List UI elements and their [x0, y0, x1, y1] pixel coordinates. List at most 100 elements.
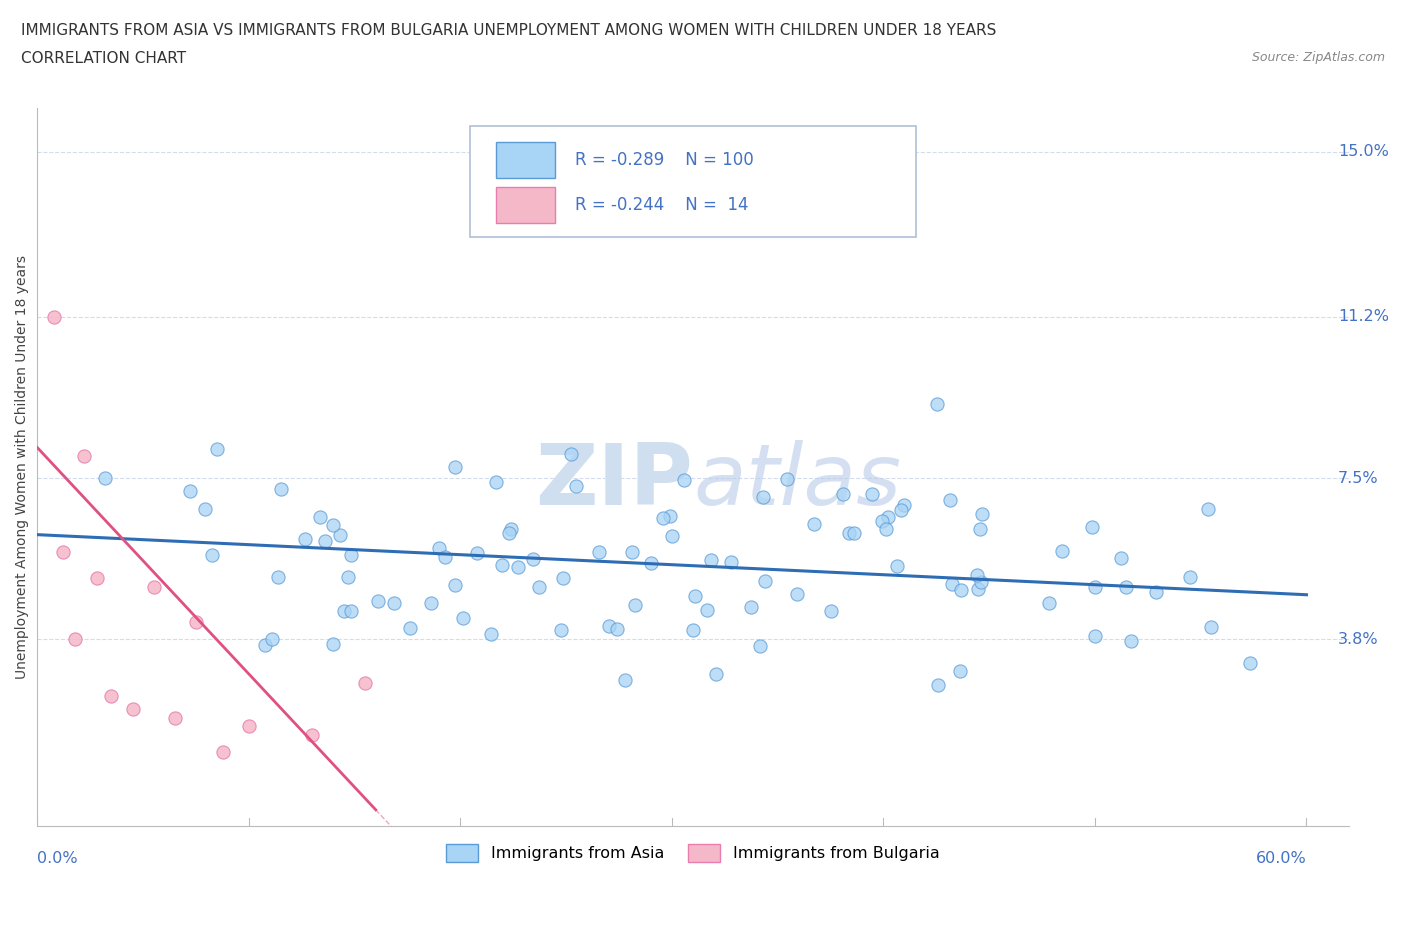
Point	[613, 672, 636, 687]
Point	[205, 441, 228, 456]
FancyBboxPatch shape	[496, 187, 555, 223]
Text: Source: ZipAtlas.com: Source: ZipAtlas.com	[1251, 51, 1385, 64]
Point	[1038, 595, 1060, 610]
Point	[620, 544, 643, 559]
Point	[86, 571, 108, 586]
Point	[1084, 579, 1107, 594]
Point	[52, 545, 75, 560]
Point	[100, 688, 122, 703]
Point	[309, 510, 332, 525]
Point	[1081, 520, 1104, 535]
Point	[444, 578, 467, 592]
Point	[506, 560, 529, 575]
Text: 3.8%: 3.8%	[1339, 631, 1379, 646]
Point	[838, 525, 860, 540]
Point	[322, 517, 344, 532]
Point	[163, 711, 186, 725]
FancyBboxPatch shape	[496, 141, 555, 178]
Point	[314, 534, 336, 549]
Text: atlas: atlas	[693, 440, 901, 523]
Point	[73, 449, 96, 464]
Point	[950, 583, 973, 598]
Point	[481, 626, 503, 641]
Text: 7.5%: 7.5%	[1339, 471, 1379, 485]
Point	[212, 745, 235, 760]
Text: 15.0%: 15.0%	[1339, 144, 1389, 159]
Point	[420, 595, 443, 610]
Point	[776, 472, 799, 486]
Text: 11.2%: 11.2%	[1339, 310, 1389, 325]
Point	[969, 522, 991, 537]
Point	[754, 573, 776, 588]
Y-axis label: Unemployment Among Women with Children Under 18 years: Unemployment Among Women with Children U…	[15, 255, 30, 679]
Text: R = -0.244    N =  14: R = -0.244 N = 14	[575, 196, 748, 214]
Point	[786, 587, 808, 602]
Point	[1197, 501, 1219, 516]
Point	[925, 396, 948, 411]
Point	[606, 621, 628, 636]
Point	[322, 636, 344, 651]
Point	[333, 604, 356, 618]
Point	[972, 507, 994, 522]
Point	[337, 569, 360, 584]
Point	[201, 547, 224, 562]
Point	[939, 492, 962, 507]
Point	[1146, 585, 1168, 600]
Point	[740, 599, 762, 614]
Point	[890, 502, 912, 517]
Point	[860, 486, 883, 501]
Point	[1239, 656, 1261, 671]
Point	[820, 604, 842, 618]
Point	[329, 527, 352, 542]
Point	[260, 632, 283, 647]
Text: IMMIGRANTS FROM ASIA VS IMMIGRANTS FROM BULGARIA UNEMPLOYMENT AMONG WOMEN WITH C: IMMIGRANTS FROM ASIA VS IMMIGRANTS FROM …	[21, 23, 997, 38]
Point	[700, 553, 723, 568]
Point	[683, 588, 706, 603]
Point	[179, 484, 201, 498]
Point	[661, 528, 683, 543]
Point	[1121, 633, 1143, 648]
Point	[253, 638, 276, 653]
Point	[340, 548, 363, 563]
Point	[367, 593, 389, 608]
Point	[704, 667, 727, 682]
Point	[832, 486, 855, 501]
Point	[354, 675, 377, 690]
Point	[427, 540, 450, 555]
Point	[485, 475, 508, 490]
Point	[399, 621, 422, 636]
Point	[382, 595, 405, 610]
Point	[498, 525, 520, 540]
Point	[491, 557, 513, 572]
Point	[184, 615, 207, 630]
Point	[565, 478, 588, 493]
Point	[121, 701, 143, 716]
Text: 60.0%: 60.0%	[1256, 851, 1306, 867]
Point	[551, 570, 574, 585]
Point	[451, 611, 474, 626]
Point	[682, 623, 704, 638]
Point	[499, 522, 522, 537]
Text: R = -0.289    N = 100: R = -0.289 N = 100	[575, 151, 754, 168]
Point	[893, 498, 915, 513]
Point	[803, 517, 825, 532]
Point	[1050, 544, 1073, 559]
Point	[659, 509, 682, 524]
Point	[527, 579, 550, 594]
Point	[1178, 569, 1201, 584]
Point	[434, 550, 457, 565]
Point	[696, 603, 718, 618]
Point	[749, 639, 772, 654]
Point	[623, 597, 645, 612]
Point	[44, 310, 66, 325]
Point	[294, 532, 316, 547]
Point	[270, 481, 292, 496]
Point	[966, 567, 988, 582]
Point	[588, 544, 610, 559]
Point	[640, 556, 662, 571]
Point	[94, 471, 117, 485]
Point	[267, 570, 290, 585]
Text: 0.0%: 0.0%	[38, 851, 77, 867]
Point	[598, 619, 620, 634]
Point	[886, 559, 908, 574]
